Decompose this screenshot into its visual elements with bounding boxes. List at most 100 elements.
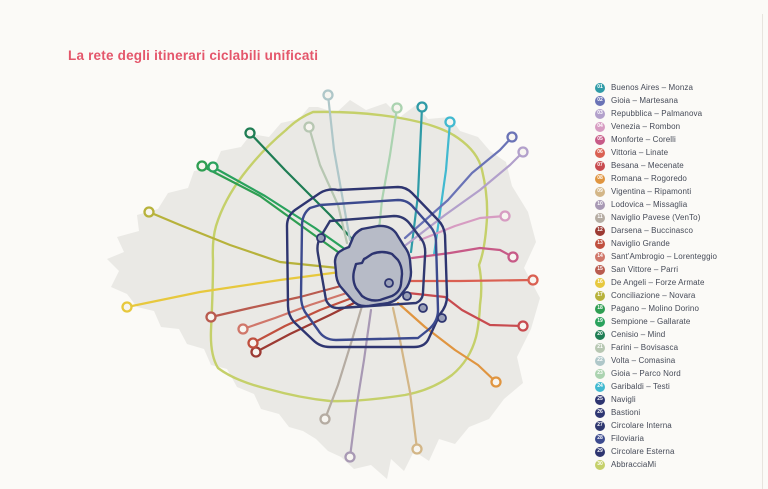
- route-number: 09: [597, 188, 603, 194]
- legend-item: 04 Venezia – Rombon: [595, 120, 755, 133]
- page-edge-line: [762, 14, 763, 489]
- legend-item: 21 Farini – Bovisasca: [595, 341, 755, 354]
- route-sempione-gallarate: [211, 165, 358, 259]
- route-number: 05: [597, 136, 603, 142]
- route-number-badge: 05: [595, 134, 605, 145]
- legend-item: 15 San Vittore – Parri: [595, 263, 755, 276]
- legend-item-label: AbbracciaMi: [611, 460, 657, 469]
- legend-item-label: Garibaldi – Testi: [611, 382, 670, 391]
- legend-item: 26 Bastioni: [595, 406, 755, 419]
- route-number-badge: 12: [595, 225, 605, 236]
- terminus-lodovica-missaglia: [344, 451, 356, 463]
- route-number-badge: 11: [595, 212, 605, 223]
- route-number-badge: 30: [595, 459, 605, 470]
- legend-item-label: Pagano – Molino Dorino: [611, 304, 700, 313]
- legend-item-label: Cenisio – Mind: [611, 330, 666, 339]
- route-pagano-molino-dorino: [200, 164, 354, 264]
- legend-item-label: Naviglio Pavese (VenTo): [611, 213, 701, 222]
- route-number-badge: 06: [595, 147, 605, 158]
- legend-item: 24 Garibaldi – Testi: [595, 380, 755, 393]
- legend-item: 05 Monforte – Corelli: [595, 133, 755, 146]
- ring-node: [418, 303, 428, 313]
- terminus-cenisio-mind: [244, 127, 256, 139]
- route-conciliazione-novara: [147, 210, 340, 270]
- route-number-badge: 16: [595, 277, 605, 288]
- legend-item-label: Gioia – Martesana: [611, 96, 679, 105]
- route-number-badge: 29: [595, 446, 605, 457]
- route-romana-rogoredo: [396, 301, 498, 384]
- terminus-venezia-rombon: [499, 210, 511, 222]
- legend-item: 08 Romana – Rogoredo: [595, 172, 755, 185]
- terminus-pagano-molino-dorino: [196, 160, 208, 172]
- route-number: 21: [597, 344, 603, 350]
- legend-item: 17 Conciliazione – Novara: [595, 289, 755, 302]
- terminus-gioia-parco-nord: [391, 102, 403, 114]
- route-number: 15: [597, 266, 603, 272]
- legend-item-label: Buenos Aires – Monza: [611, 83, 694, 92]
- legend-item-label: Romana – Rogoredo: [611, 174, 687, 183]
- legend-item-label: Conciliazione – Novara: [611, 291, 696, 300]
- route-number: 30: [597, 461, 603, 467]
- legend-item-label: San Vittore – Parri: [611, 265, 679, 274]
- route-number-badge: 18: [595, 303, 605, 314]
- legend-item-label: Naviglio Grande: [611, 239, 670, 248]
- route-navigli-ring: [352, 250, 404, 302]
- terminus-romana-rogoredo: [490, 376, 502, 388]
- legend-item: 03 Repubblica – Palmanova: [595, 107, 755, 120]
- terminus-besana-mecenate: [517, 320, 529, 332]
- route-circolare-esterna-ring: [285, 185, 449, 349]
- legend-item: 28 Filoviaria: [595, 432, 755, 445]
- route-number: 23: [597, 370, 603, 376]
- legend-item: 25 Navigli: [595, 393, 755, 406]
- route-number: 06: [597, 149, 603, 155]
- legend-item: 27 Circolare Interna: [595, 419, 755, 432]
- ring-node: [437, 313, 447, 323]
- route-number-badge: 02: [595, 95, 605, 106]
- legend-item-label: Venezia – Rombon: [611, 122, 681, 131]
- terminus-garibaldi-testi: [444, 116, 456, 128]
- route-garibaldi-testi: [432, 120, 452, 257]
- legend-item-label: Repubblica – Palmanova: [611, 109, 703, 118]
- terminus-gioia-martesana: [506, 131, 518, 143]
- legend-item: 12 Darsena – Buccinasco: [595, 224, 755, 237]
- ring-node: [316, 233, 326, 243]
- route-number: 16: [597, 279, 603, 285]
- legend-item-label: Bastioni: [611, 408, 641, 417]
- route-number: 04: [597, 123, 603, 129]
- route-number: 29: [597, 448, 603, 454]
- route-vigentina-ripamonti: [391, 306, 419, 451]
- terminus-naviglio-pavese-vento: [319, 413, 331, 425]
- route-circolare-interna-ring: [316, 214, 427, 310]
- route-number: 13: [597, 240, 603, 246]
- legend-item: 22 Volta – Comasina: [595, 354, 755, 367]
- legend-item: 11 Naviglio Pavese (VenTo): [595, 211, 755, 224]
- terminus-santambrogio-lorenteggio: [237, 323, 249, 335]
- terminus-vittoria-linate: [527, 274, 539, 286]
- route-cenisio-mind: [248, 131, 364, 252]
- terminus-volta-comasina: [322, 89, 334, 101]
- route-number: 08: [597, 175, 603, 181]
- legend-item-label: Farini – Bovisasca: [611, 343, 679, 352]
- legend-item: 10 Lodovica – Missaglia: [595, 198, 755, 211]
- route-number-badge: 07: [595, 160, 605, 171]
- route-number-badge: 01: [595, 82, 605, 93]
- legend-item-label: Sempione – Gallarate: [611, 317, 691, 326]
- page-title: La rete degli itinerari ciclabili unific…: [68, 48, 319, 64]
- route-number-badge: 28: [595, 433, 605, 444]
- route-number: 19: [597, 318, 603, 324]
- legend-item-label: Filoviaria: [611, 434, 645, 443]
- route-number: 25: [597, 396, 603, 402]
- route-number-badge: 09: [595, 186, 605, 197]
- route-number-badge: 23: [595, 368, 605, 379]
- route-number: 28: [597, 435, 603, 441]
- route-number-badge: 17: [595, 290, 605, 301]
- legend-item-label: Vittoria – Linate: [611, 148, 669, 157]
- route-number-badge: 21: [595, 342, 605, 353]
- route-number: 12: [597, 227, 603, 233]
- legend-item: 23 Gioia – Parco Nord: [595, 367, 755, 380]
- legend-item-label: De Angeli – Forze Armate: [611, 278, 705, 287]
- route-number: 18: [597, 305, 603, 311]
- route-number-badge: 15: [595, 264, 605, 275]
- legend-item: 13 Naviglio Grande: [595, 237, 755, 250]
- route-number: 27: [597, 422, 603, 428]
